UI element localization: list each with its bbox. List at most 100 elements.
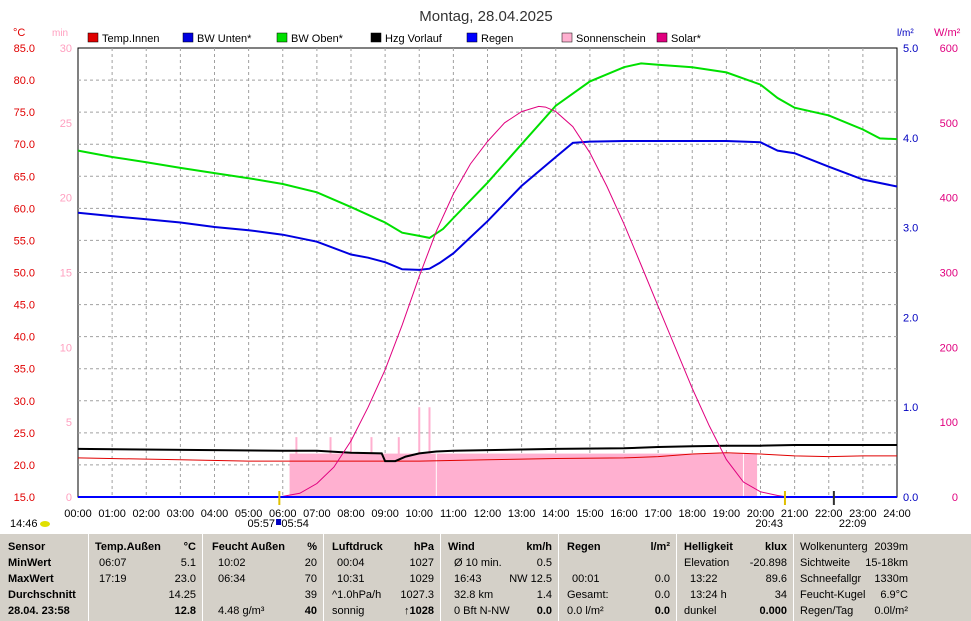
legend-swatch: [656, 32, 668, 43]
wind-max-time: 16:43: [454, 573, 482, 585]
x-tick-label: 19:00: [713, 508, 741, 520]
rain-tick-label: 3.0: [903, 223, 918, 235]
x-tick-label: 21:00: [781, 508, 809, 520]
legend-swatch: [87, 32, 99, 43]
x-tick-label: 23:00: [849, 508, 877, 520]
sun-icon: [40, 521, 50, 527]
misc-column: Wolkenunterg 2039m Sichtweite 15-18km Schn…: [794, 534, 914, 621]
min-tick-label: 15: [60, 268, 72, 280]
moonrise-time: 05:57: [248, 518, 276, 530]
rain-tick-label: 2.0: [903, 312, 918, 324]
moonrise-marker: [276, 519, 282, 525]
pressure-column: Luftdruck hPa 00:04 1027 10:31 1029 ^1.0hPa…: [324, 534, 440, 621]
x-tick-label: 24:00: [883, 508, 911, 520]
wind-distance: 32.8 km: [454, 589, 494, 601]
sensor-header: Sensor: [8, 541, 46, 553]
min-tick-label: 25: [60, 118, 72, 130]
stats-panel: Sensor MinWert MaxWert Durchschnitt 28.0…: [0, 534, 971, 621]
solar-tick-label: 600: [940, 43, 958, 55]
humidity-header: Feucht Außen: [212, 541, 285, 553]
humidity-max-value: 70: [304, 573, 317, 585]
temp-tick-label: 25.0: [14, 428, 35, 440]
misc-cloud-label: Wolkenunterg: [800, 541, 868, 553]
x-tick-label: 16:00: [610, 508, 638, 520]
x-tick-label: 05:00: [235, 508, 263, 520]
x-tick-label: 14:00: [542, 508, 570, 520]
light-header: Helligkeit: [684, 541, 733, 553]
misc-snow-label: Schneefallgr: [800, 573, 862, 585]
temp-tick-label: 35.0: [14, 364, 35, 376]
x-tick-label: 15:00: [576, 508, 604, 520]
misc-visibility-label: Sichtweite: [800, 557, 851, 569]
min-tick-label: 20: [60, 193, 72, 205]
solar-tick-label: 100: [940, 417, 958, 429]
sensor-avg-label: Durchschnitt: [8, 589, 76, 601]
light-sun-hours: 13:24 h: [690, 589, 727, 601]
pressure-max-value: 1029: [409, 573, 434, 585]
wind-max-value: NW 12.5: [509, 573, 552, 585]
pressure-trend: ^1.0hPa/h: [332, 589, 382, 601]
temp-tick-label: 75.0: [14, 107, 35, 119]
sensor-max-label: MaxWert: [8, 573, 54, 585]
solar-tick-label: 400: [940, 193, 958, 205]
rain-axis-unit: l/m²: [897, 28, 914, 39]
misc-wetbulb-value: 6.9°C: [880, 589, 908, 601]
legend-swatch: [182, 32, 194, 43]
legend-swatch: [561, 32, 573, 43]
temp-unit: °C: [183, 541, 196, 553]
misc-visibility-value: 15-18km: [865, 557, 908, 569]
rain-total-value: 0.0: [654, 589, 670, 601]
wind-mean-value: 1.4: [536, 589, 552, 601]
x-tick-label: 18:00: [678, 508, 706, 520]
light-current-value: 0.000: [759, 605, 787, 617]
wind-bft: 0 Bft N-NW: [454, 605, 510, 617]
pressure-avg-value: 1027.3: [400, 589, 434, 601]
x-tick-label: 04:00: [201, 508, 229, 520]
chart-title: Montag, 28.04.2025: [419, 8, 552, 25]
x-tick-label: 12:00: [474, 508, 502, 520]
wind-unit: km/h: [526, 541, 552, 553]
rain-header: Regen: [567, 541, 601, 553]
wind-avg-label: Ø 10 min.: [454, 557, 502, 569]
temp-tick-label: 50.0: [14, 268, 35, 280]
misc-wetbulb-label: Feucht-Kugel: [800, 589, 866, 601]
humidity-avg-value: 39: [304, 589, 317, 601]
rain-max-time: 00:01: [572, 573, 600, 585]
sunshine-area: [289, 453, 758, 497]
legend-swatch: [370, 32, 382, 43]
pressure-max-time: 10:31: [337, 573, 365, 585]
x-tick-label: 10:00: [405, 508, 433, 520]
light-elevation-label: Elevation: [684, 557, 730, 569]
light-unit: klux: [764, 541, 787, 553]
wind-avg-value: 0.5: [536, 557, 552, 569]
series-line-solar: [279, 105, 788, 498]
pressure-min-time: 00:04: [337, 557, 365, 569]
rain-current-value: 0.0: [654, 605, 670, 617]
legend-swatch: [466, 32, 478, 43]
sensor-current-label: 28.04. 23:58: [8, 605, 70, 617]
temp-tick-label: 55.0: [14, 235, 35, 247]
light-elevation-value: -20.898: [749, 557, 787, 569]
min-tick-label: 5: [66, 417, 72, 429]
temp-tick-label: 45.0: [14, 300, 35, 312]
temp-column: Temp.Außen °C 06:07 5.1 17:19 23.0 14.25 12…: [89, 534, 202, 621]
pressure-header: Luftdruck: [332, 541, 383, 553]
x-tick-label: 07:00: [303, 508, 331, 520]
temp-tick-label: 60.0: [14, 203, 35, 215]
solar-tick-label: 0: [952, 492, 958, 504]
temp-tick-label: 30.0: [14, 396, 35, 408]
wind-column: Wind km/h Ø 10 min. 0.5 16:43 NW 12.5 32.8 …: [441, 534, 558, 621]
rain-day: 0.0 l/m²: [567, 605, 604, 617]
humidity-max-time: 06:34: [218, 573, 246, 585]
temp-tick-label: 15.0: [14, 492, 35, 504]
light-max-time: 13:22: [690, 573, 718, 585]
rain-total-label: Gesamt:: [567, 589, 609, 601]
misc-snow-value: 1330m: [874, 573, 908, 585]
min-tick-label: 0: [66, 492, 72, 504]
legend-label: Temp.Innen: [102, 33, 159, 45]
x-tick-label: 20:00: [747, 508, 775, 520]
sensor-min-label: MinWert: [8, 557, 52, 569]
sunset-time: 20:43: [755, 518, 783, 530]
legend-label: Sonnenschein: [576, 33, 646, 45]
moonset-time: 22:09: [839, 518, 867, 530]
